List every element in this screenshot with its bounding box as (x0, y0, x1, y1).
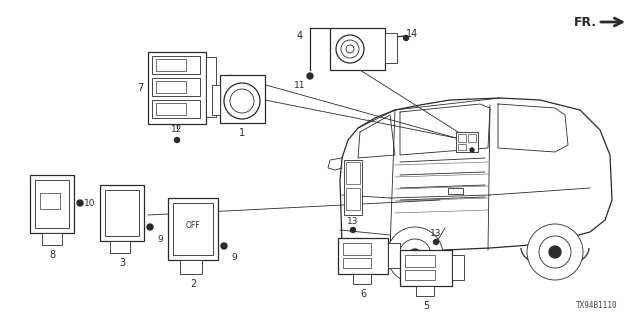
Circle shape (346, 45, 354, 53)
Circle shape (527, 224, 583, 280)
Bar (40, 193, 60, 209)
Bar (458, 144, 466, 150)
Circle shape (433, 239, 438, 244)
Text: FR.: FR. (574, 15, 597, 28)
Bar (105, 190, 139, 236)
Text: 12: 12 (172, 125, 182, 134)
Bar (156, 81, 186, 93)
Bar (343, 258, 371, 268)
Bar (338, 238, 388, 274)
Text: 5: 5 (423, 301, 429, 311)
Text: 13: 13 (348, 218, 359, 227)
Text: 9: 9 (231, 253, 237, 262)
Circle shape (539, 236, 571, 268)
Text: 9: 9 (157, 235, 163, 244)
Bar (220, 75, 265, 123)
Circle shape (409, 249, 421, 261)
Text: 4: 4 (297, 31, 303, 41)
Bar (35, 180, 69, 228)
Text: 10: 10 (84, 198, 96, 207)
Bar (353, 274, 371, 284)
Bar (388, 243, 400, 268)
Bar (343, 243, 371, 255)
Circle shape (336, 35, 364, 63)
Text: 2: 2 (190, 279, 196, 289)
Circle shape (549, 246, 561, 258)
Circle shape (230, 89, 254, 113)
Text: 1: 1 (239, 128, 245, 138)
Bar (346, 188, 360, 210)
Bar (458, 134, 466, 142)
Circle shape (224, 83, 260, 119)
Circle shape (387, 227, 443, 283)
Circle shape (470, 148, 474, 152)
Text: 3: 3 (119, 258, 125, 268)
Bar (156, 103, 186, 115)
Bar (212, 85, 220, 115)
Circle shape (221, 243, 227, 249)
Bar (452, 255, 464, 280)
Bar (152, 78, 200, 96)
Text: TX94B1110: TX94B1110 (577, 301, 618, 310)
Bar (416, 286, 434, 296)
Bar (405, 270, 435, 280)
Bar (468, 134, 476, 142)
Bar (344, 160, 362, 215)
Circle shape (175, 138, 179, 142)
Bar (448, 188, 463, 194)
Bar (156, 59, 186, 71)
Circle shape (147, 224, 153, 230)
Bar (42, 233, 62, 245)
Bar (148, 52, 206, 124)
Circle shape (77, 200, 83, 206)
Text: 14: 14 (406, 29, 418, 39)
Text: 8: 8 (49, 250, 55, 260)
Bar (405, 255, 435, 267)
Bar (180, 260, 202, 274)
Bar (30, 175, 74, 233)
Bar (400, 250, 452, 286)
Text: 13: 13 (430, 229, 442, 238)
Circle shape (341, 40, 359, 58)
Bar (152, 100, 200, 118)
Circle shape (351, 228, 355, 233)
Bar (456, 132, 478, 152)
Text: 11: 11 (294, 82, 306, 91)
Text: 6: 6 (360, 289, 366, 299)
Bar (100, 185, 144, 241)
Bar (152, 56, 200, 74)
Bar (110, 241, 130, 253)
Text: OFF: OFF (186, 221, 200, 230)
Bar (385, 33, 397, 63)
Bar (346, 162, 360, 184)
Bar (330, 28, 385, 70)
Bar (206, 57, 216, 117)
Bar (173, 203, 213, 255)
Text: 7: 7 (137, 83, 143, 93)
Circle shape (307, 73, 313, 79)
Circle shape (399, 239, 431, 271)
Bar (168, 198, 218, 260)
Circle shape (403, 36, 408, 41)
